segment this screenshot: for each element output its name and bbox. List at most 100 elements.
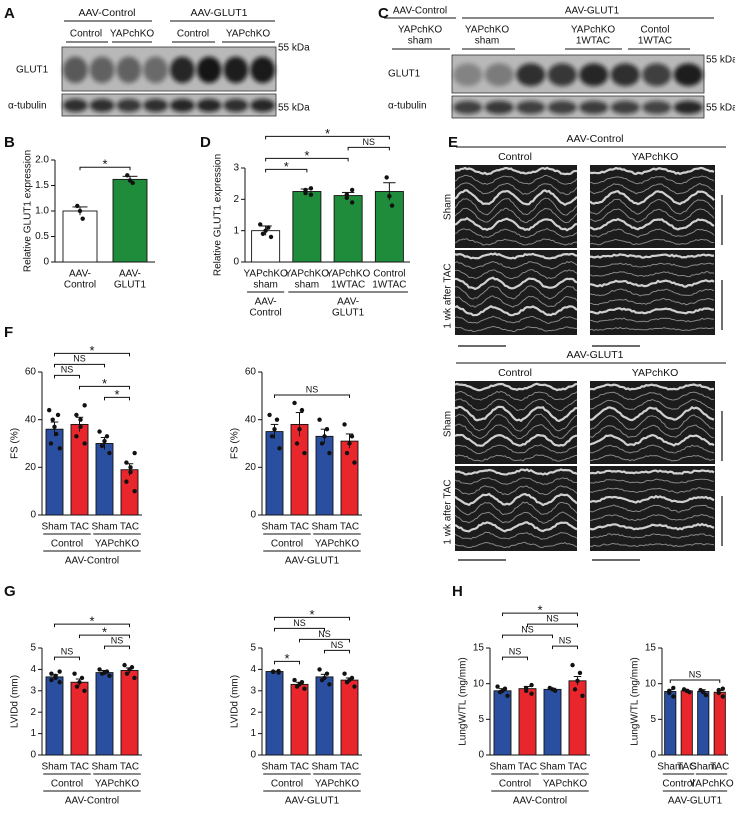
data-point	[344, 195, 349, 200]
data-point	[129, 665, 135, 670]
band	[484, 63, 514, 87]
y-tick-label: 15	[473, 643, 485, 654]
group-label: YAPchKO	[543, 779, 587, 790]
significance-label: NS	[111, 635, 124, 645]
echo-trace	[454, 238, 578, 246]
y-tick-label: 20	[25, 462, 37, 473]
group-label: YAPchKO	[315, 779, 359, 790]
group-label: AAV-GLUT1	[191, 7, 248, 19]
y-tick-label: 60	[25, 367, 37, 378]
data-point	[502, 686, 508, 691]
footer-label: AAV-Control	[65, 556, 119, 567]
row-label: GLUT1	[388, 69, 421, 80]
x-tick-label: AAV-	[69, 269, 91, 280]
echo-trace	[589, 433, 715, 447]
bar	[315, 435, 334, 516]
data-point	[671, 694, 676, 699]
group-label: YAPchKO	[95, 779, 139, 790]
y-tick-label: 0	[30, 510, 36, 521]
blot	[451, 95, 705, 119]
marker-label: 55 kDa	[278, 43, 310, 54]
data-point	[308, 192, 314, 197]
echo-trace	[589, 478, 715, 484]
data-point	[74, 684, 80, 689]
panel-letter: E	[448, 134, 458, 151]
significance-bracket	[104, 396, 130, 401]
echo-trace	[589, 522, 715, 531]
y-tick-label: 4	[250, 664, 256, 675]
band	[579, 100, 609, 115]
significance-bracket	[274, 627, 325, 632]
data-point	[266, 225, 271, 230]
marker-label: 55 kDa	[278, 103, 310, 114]
significance-bracket	[502, 634, 553, 639]
echo-trace	[454, 304, 578, 317]
significance-bracket	[552, 645, 578, 650]
panel-letter: F	[4, 324, 13, 341]
data-point	[99, 443, 105, 449]
row-label: α-tubulin	[388, 101, 427, 112]
data-point	[72, 671, 77, 676]
x-tick-label: TAC	[340, 522, 359, 533]
data-point	[667, 688, 672, 693]
data-point	[523, 685, 529, 691]
data-point	[78, 424, 83, 430]
group-label: AAV-Control	[79, 7, 136, 19]
data-point	[547, 685, 552, 691]
echo-trace	[589, 398, 715, 411]
echo-trace	[589, 166, 715, 176]
data-point	[82, 441, 87, 446]
echo-trace	[589, 454, 715, 462]
row-label: GLUT1	[16, 65, 49, 76]
data-point	[268, 234, 274, 240]
echo-trace	[454, 382, 578, 392]
significance-label: *	[284, 159, 289, 174]
band	[89, 56, 115, 84]
echo-trace	[589, 182, 715, 195]
data-point	[720, 694, 726, 699]
row-label: α-tubulin	[8, 101, 47, 112]
band	[116, 98, 142, 113]
data-point	[681, 687, 687, 692]
data-point	[698, 687, 703, 693]
data-point	[303, 187, 308, 193]
x-tick-label: Control	[373, 269, 405, 280]
y-tick-label: 5	[478, 714, 484, 725]
lane-label: YAPchKO	[571, 25, 615, 36]
y-tick-label: 2	[233, 194, 239, 205]
data-point	[342, 422, 347, 427]
y-axis-label: LungW/TL (mg/mm)	[458, 657, 469, 746]
echo-trace	[454, 182, 578, 196]
x-tick-label: Sham	[91, 762, 117, 773]
echo-trace	[454, 189, 578, 207]
data-point	[349, 187, 355, 193]
significance-bracket	[265, 135, 390, 140]
x-tick-label: TAC	[120, 522, 139, 533]
data-point	[102, 438, 107, 444]
data-point	[80, 216, 85, 221]
data-point	[671, 685, 676, 691]
footer-label: AAV-Control	[65, 796, 119, 807]
group-label: Control	[499, 779, 531, 790]
band	[223, 56, 249, 84]
group-label: Control	[51, 539, 83, 550]
band	[250, 56, 275, 84]
significance-bracket	[79, 634, 130, 639]
data-point	[302, 450, 307, 456]
band	[516, 100, 546, 115]
echo-trace	[589, 238, 715, 246]
x-tick-label: TAC	[340, 762, 359, 773]
significance-bracket	[54, 352, 130, 357]
marker-label: 55 kDa	[706, 103, 735, 114]
bar	[62, 210, 98, 263]
y-tick-label: 3	[250, 685, 256, 696]
band	[170, 98, 195, 113]
echo-trace	[589, 383, 715, 391]
echo-trace	[589, 288, 715, 297]
bar	[265, 431, 284, 516]
x-tick-label: AAV-	[119, 269, 141, 280]
significance-bracket	[265, 157, 349, 162]
y-tick-label: 5	[30, 643, 36, 654]
group-label: YAPchKO	[689, 779, 733, 790]
significance-bracket	[79, 166, 131, 171]
